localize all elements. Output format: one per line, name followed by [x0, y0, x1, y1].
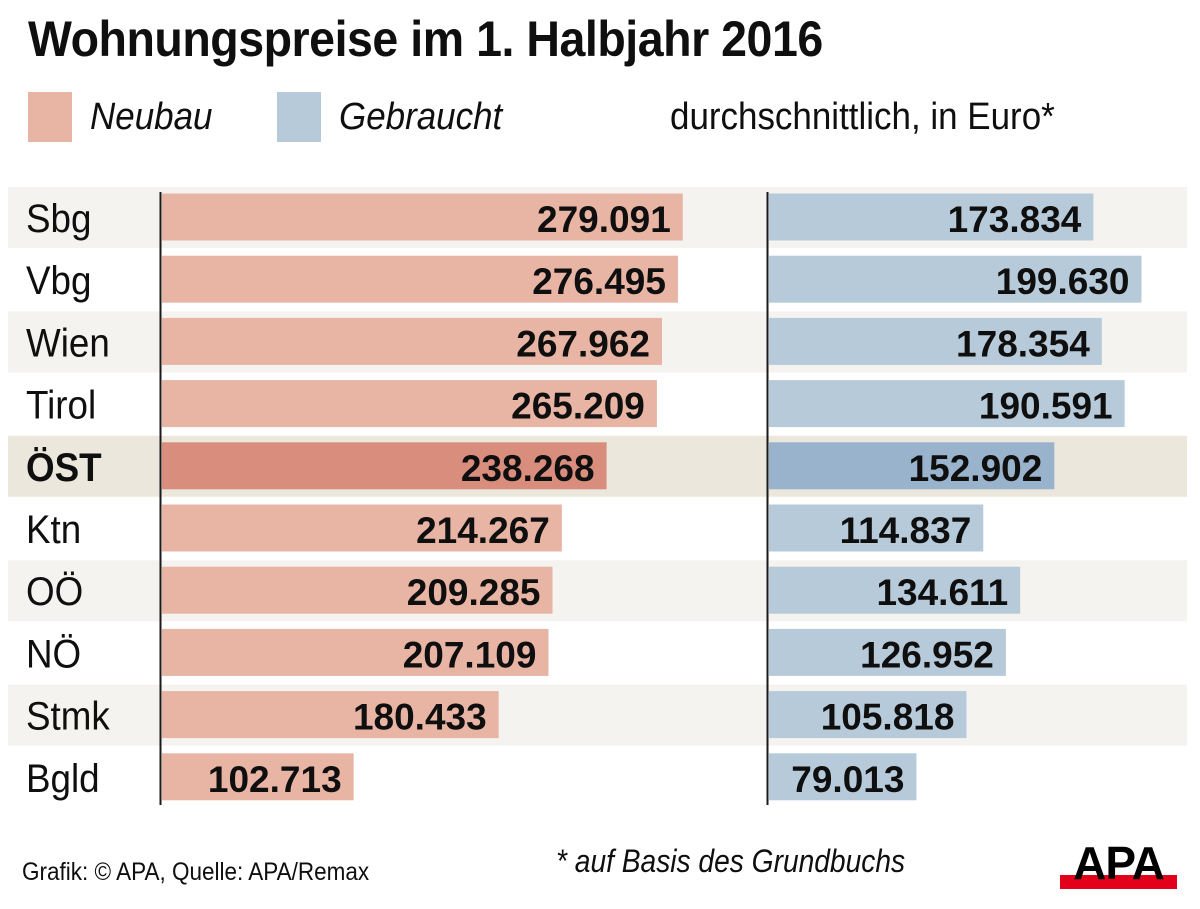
bar-neubau [162, 442, 607, 490]
value-label-gebraucht: 199.630 [996, 261, 1130, 302]
value-label-neubau: 214.267 [416, 510, 550, 551]
value-label-gebraucht: 114.837 [840, 510, 972, 551]
bar-neubau [162, 691, 499, 739]
apa-logo: APA [1060, 837, 1177, 892]
bar-gebraucht [769, 753, 917, 801]
value-label-gebraucht: 173.834 [948, 199, 1082, 240]
bar-neubau [162, 628, 549, 676]
value-label-neubau: 207.109 [403, 634, 537, 675]
bar-neubau [162, 566, 553, 614]
value-label-neubau: 209.285 [407, 572, 541, 613]
category-label: Ktn [26, 508, 81, 553]
value-label-neubau: 238.268 [461, 448, 595, 489]
bar-neubau [162, 255, 678, 303]
bar-gebraucht [769, 628, 1006, 676]
category-label: OÖ [26, 570, 83, 615]
legend-label-neubau: Neubau [90, 96, 213, 138]
value-label-gebraucht: 105.818 [821, 697, 955, 738]
source-credit: Grafik: © APA, Quelle: APA/Remax [22, 858, 370, 886]
category-label: ÖST [26, 445, 102, 490]
category-label: Wien [26, 321, 110, 366]
apa-logo-text: APA [1073, 837, 1165, 889]
legend-swatch-neubau [28, 92, 72, 142]
category-label: Vbg [26, 259, 91, 304]
category-label: Tirol [26, 383, 96, 428]
chart-title: Wohnungspreise im 1. Halbjahr 2016 [28, 11, 823, 67]
bar-neubau [162, 753, 354, 801]
bar-gebraucht [769, 691, 967, 739]
value-label-neubau: 279.091 [537, 199, 671, 240]
legend-swatch-gebraucht [277, 92, 321, 142]
bar-neubau [162, 380, 657, 428]
bar-neubau [162, 504, 562, 552]
value-label-neubau: 180.433 [353, 697, 487, 738]
bar-gebraucht [769, 442, 1055, 490]
bar-gebraucht [769, 255, 1142, 303]
bar-gebraucht [769, 193, 1094, 241]
value-label-gebraucht: 134.611 [876, 572, 1008, 613]
category-label: Stmk [26, 694, 111, 739]
apa-logo-bar [1060, 875, 1177, 889]
value-label-neubau: 276.495 [532, 261, 666, 302]
bar-gebraucht [769, 504, 984, 552]
legend-label-gebraucht: Gebraucht [339, 96, 503, 138]
bar-neubau [162, 317, 663, 365]
value-label-neubau: 265.209 [511, 386, 645, 427]
category-label: Bgld [26, 756, 100, 801]
bar-gebraucht [769, 380, 1125, 428]
value-label-gebraucht: 79.013 [791, 759, 904, 800]
bar-neubau [162, 193, 683, 241]
bar-gebraucht [769, 566, 1021, 614]
bar-gebraucht [769, 317, 1102, 365]
value-label-gebraucht: 126.952 [860, 634, 994, 675]
chart-subtitle: durchschnittlich, in Euro* [670, 96, 1055, 138]
value-label-gebraucht: 178.354 [956, 323, 1090, 364]
value-label-neubau: 102.713 [208, 759, 342, 800]
category-label: NÖ [26, 632, 81, 677]
value-label-gebraucht: 152.902 [909, 448, 1043, 489]
category-label: Sbg [26, 197, 91, 242]
value-label-gebraucht: 190.591 [979, 386, 1113, 427]
footnote: * auf Basis des Grundbuchs [556, 843, 906, 879]
value-label-neubau: 267.962 [516, 323, 650, 364]
